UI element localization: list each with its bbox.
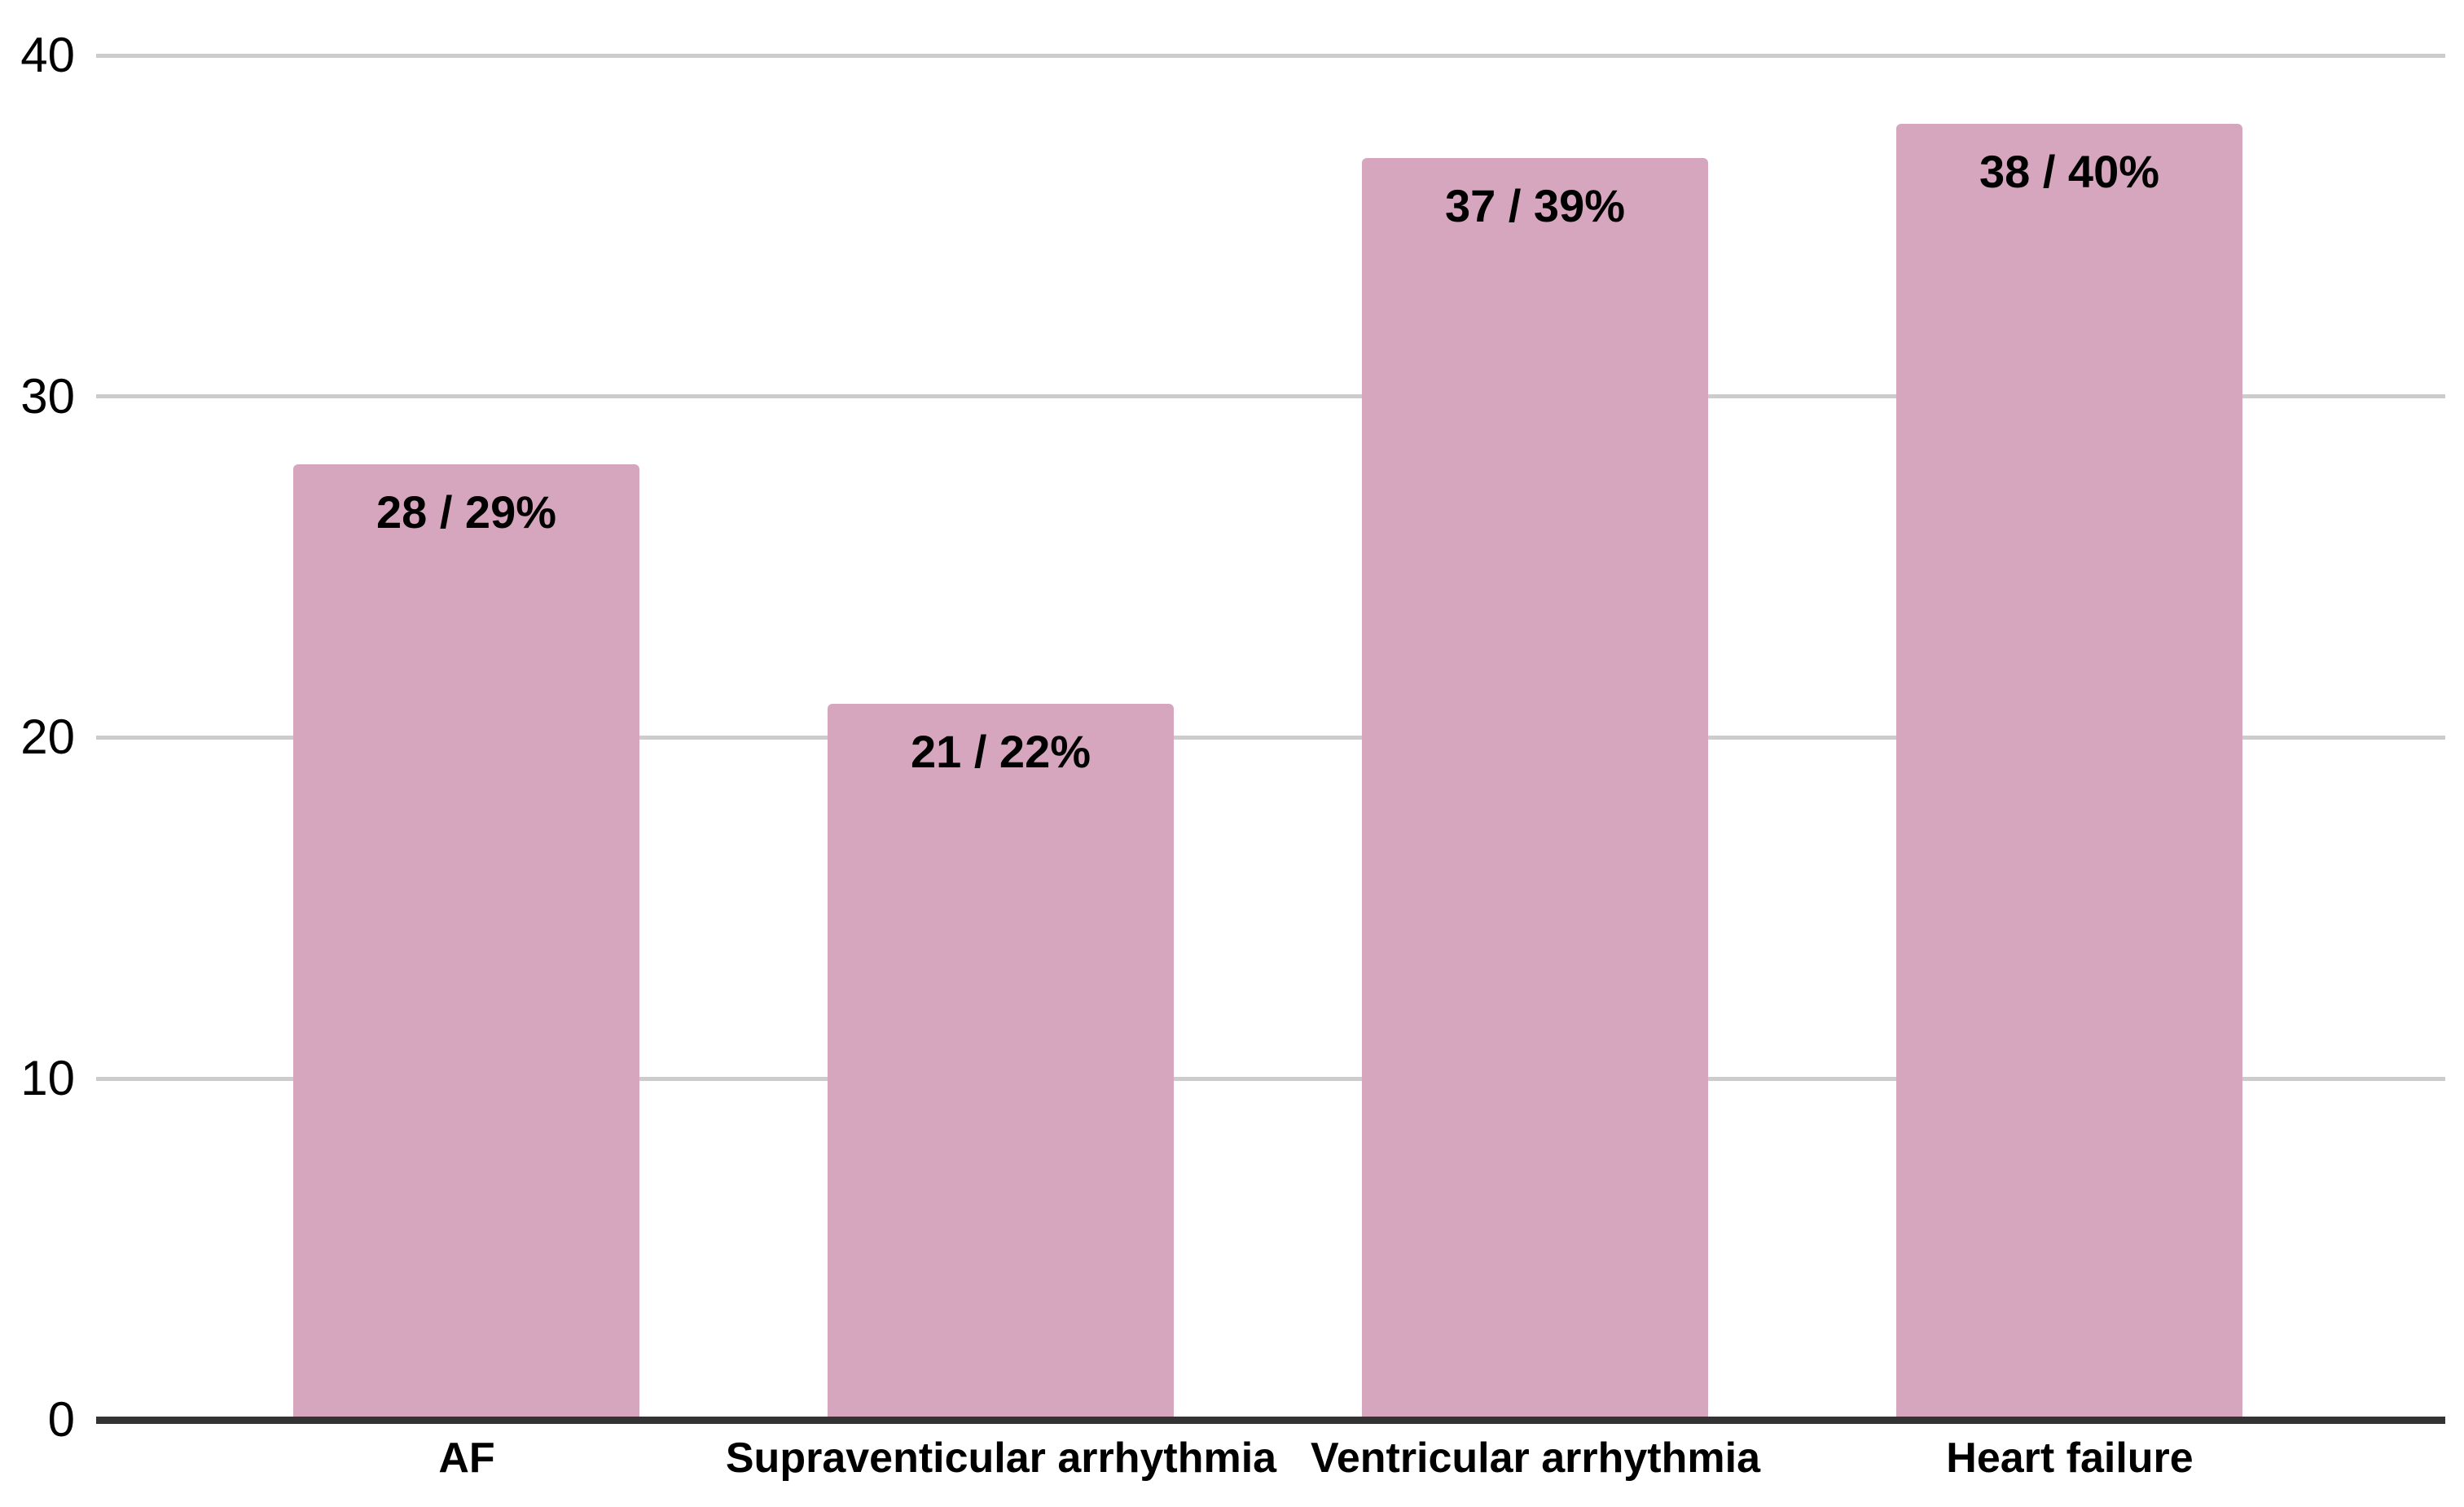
x-axis-category-label: AF <box>438 1435 495 1482</box>
bar-value-label: 38 / 40% <box>1979 146 2160 197</box>
bar-heart-failure: 38 / 40% <box>1896 124 2242 1420</box>
bar-ventricular-arrhythmia: 37 / 39% <box>1362 158 1708 1420</box>
x-axis-category-label: Ventricular arrhythmia <box>1311 1435 1760 1482</box>
gridline-40 <box>96 54 2445 58</box>
gridline-10 <box>96 1077 2445 1081</box>
y-axis-tick-label: 20 <box>20 710 75 764</box>
bar-supraventicular-arrhythmia: 21 / 22% <box>828 704 1174 1420</box>
bar-af: 28 / 29% <box>293 464 639 1420</box>
bar-value-label: 21 / 22% <box>910 726 1091 777</box>
gridline-20 <box>96 736 2445 740</box>
bar-value-label: 37 / 39% <box>1444 180 1626 231</box>
y-axis-tick-label: 0 <box>47 1392 75 1447</box>
x-axis-line <box>96 1417 2445 1424</box>
bar-value-label: 28 / 29% <box>376 486 557 538</box>
x-axis-category-label: Heart failure <box>1946 1435 2194 1482</box>
y-axis-tick-label: 40 <box>20 28 75 82</box>
y-axis-tick-label: 10 <box>20 1051 75 1105</box>
y-axis-tick-label: 30 <box>20 369 75 424</box>
x-axis-category-label: Supraventicular arrhythmia <box>725 1435 1277 1482</box>
gridline-30 <box>96 394 2445 398</box>
